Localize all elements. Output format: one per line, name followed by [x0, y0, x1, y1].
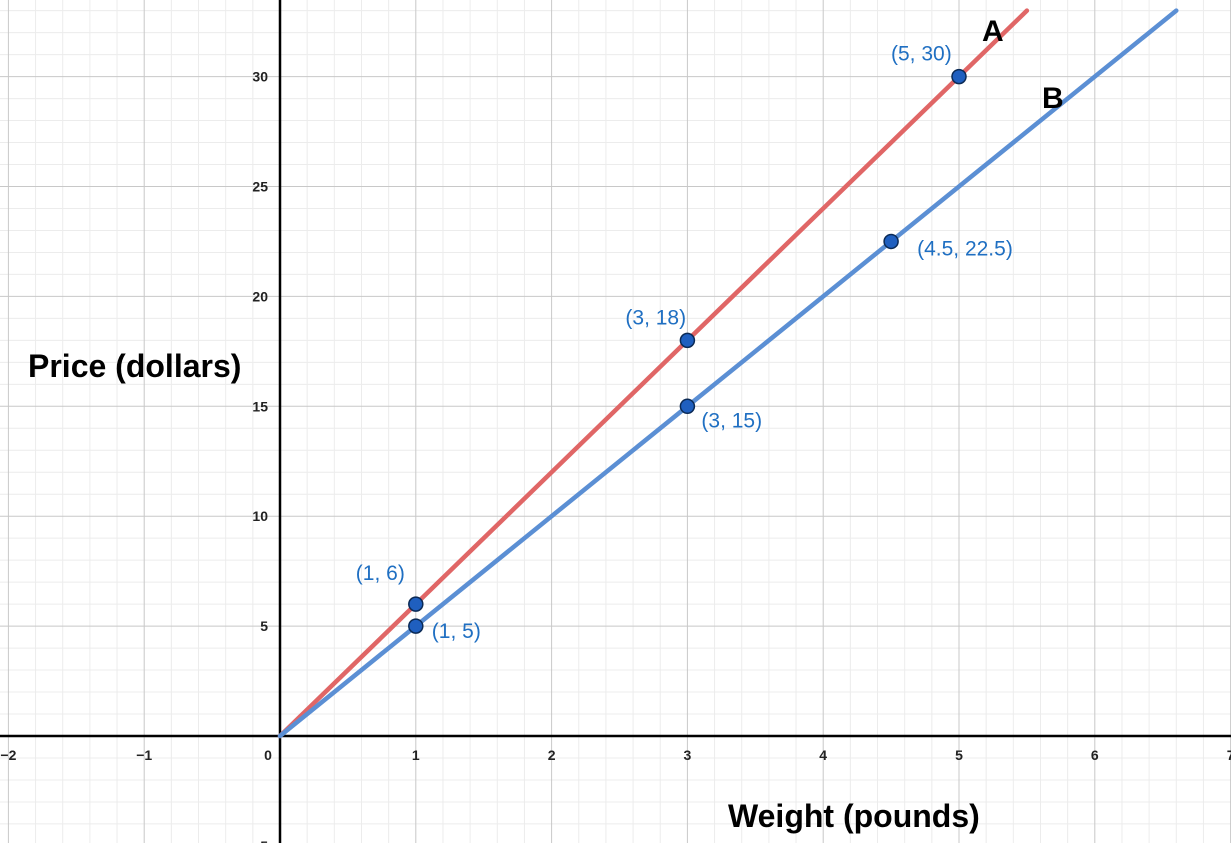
- data-point: [883, 233, 899, 250]
- x-tick-label: −2: [0, 747, 16, 763]
- y-tick-label: 15: [252, 398, 268, 414]
- series-name-a: A: [982, 15, 1004, 48]
- x-tick-label: 7: [1227, 747, 1231, 763]
- data-point-label: (1, 6): [356, 562, 405, 585]
- data-point-label: (1, 5): [432, 620, 481, 643]
- data-point-label: (3, 18): [625, 306, 686, 329]
- data-point: [679, 398, 696, 415]
- x-tick-label: 0: [264, 747, 272, 763]
- x-tick-label: 4: [819, 747, 827, 763]
- y-tick-label: 10: [252, 508, 268, 524]
- series-lines: [277, 8, 1179, 739]
- data-point-label: (4.5, 22.5): [917, 237, 1013, 260]
- x-tick-label: 3: [684, 747, 692, 763]
- data-point-label: (3, 15): [701, 409, 762, 432]
- data-point-label: (5, 30): [891, 43, 952, 66]
- series-line-a: [277, 8, 1030, 739]
- y-tick-label: 5: [260, 618, 268, 634]
- x-tick-label: 1: [412, 747, 420, 763]
- x-tick-label: 5: [955, 747, 963, 763]
- x-axis-title: Weight (pounds): [728, 798, 980, 834]
- x-tick-label: −1: [136, 747, 152, 763]
- series-names: A B: [982, 15, 1064, 115]
- x-tick-label: 6: [1091, 747, 1099, 763]
- y-tick-label: 20: [252, 288, 268, 304]
- y-tick-label: 30: [252, 69, 268, 85]
- tick-labels: −2 −1 0 1 2 3 4 5 6 7 −5 5 10 15 20 25 30: [0, 69, 1231, 843]
- data-points: [408, 68, 967, 634]
- data-point: [408, 596, 424, 612]
- y-axis-title: Price (dollars): [28, 348, 241, 384]
- series-line-b: [277, 8, 1179, 739]
- data-point: [679, 332, 696, 349]
- x-tick-label: 2: [548, 747, 556, 763]
- data-point: [408, 618, 424, 634]
- series-name-b: B: [1042, 82, 1064, 115]
- y-tick-label: 25: [252, 179, 268, 195]
- point-labels: (1, 6) (3, 18) (5, 30) (1, 5) (3, 15) (4.5, 2…: [356, 43, 1013, 643]
- data-point: [951, 68, 967, 85]
- y-tick-label: −5: [252, 838, 268, 843]
